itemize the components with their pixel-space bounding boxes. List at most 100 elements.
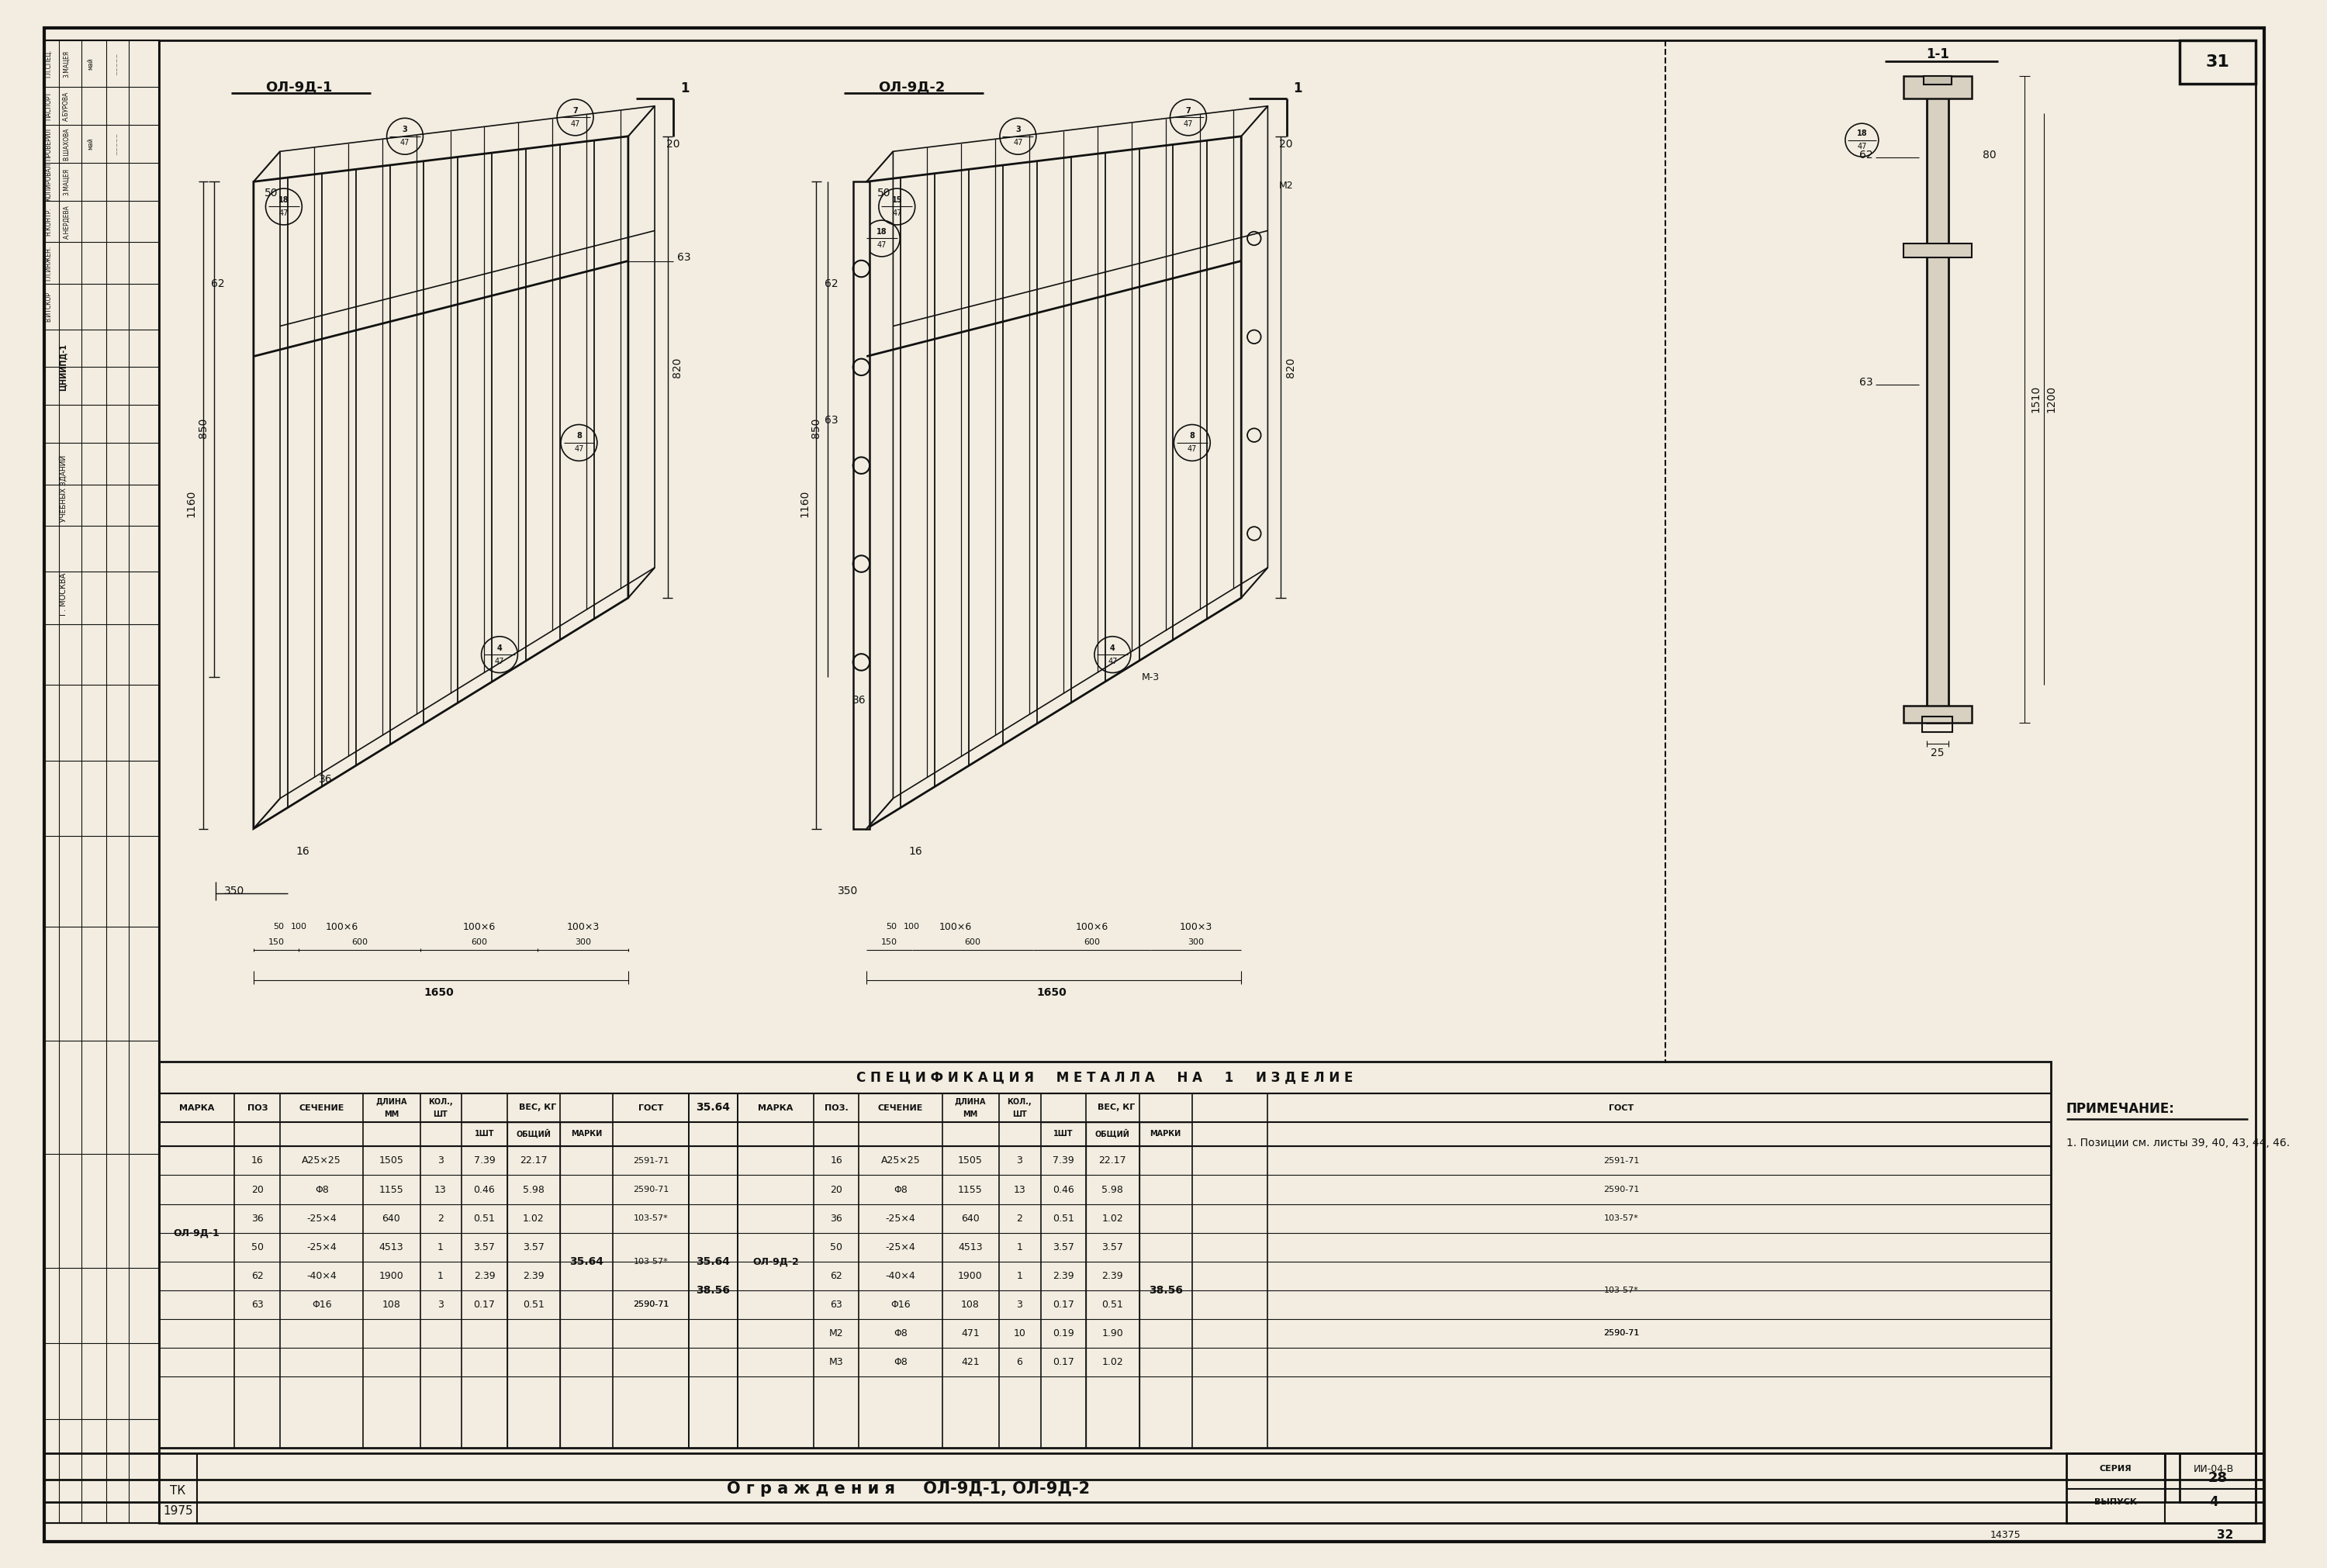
Text: 63: 63: [677, 252, 691, 263]
Text: 1200: 1200: [2045, 386, 2057, 412]
Text: 1.02: 1.02: [1101, 1356, 1124, 1367]
Text: ШТ: ШТ: [433, 1110, 447, 1118]
Text: 2590-71: 2590-71: [633, 1185, 668, 1193]
Text: ММ: ММ: [384, 1110, 398, 1118]
Text: ~~~~~: ~~~~~: [114, 52, 119, 75]
Text: ММ: ММ: [963, 1110, 977, 1118]
Text: 1: 1: [437, 1270, 444, 1281]
Text: ОЛ-9Д-1: ОЛ-9Д-1: [175, 1228, 221, 1237]
Text: 28: 28: [2208, 1471, 2227, 1485]
Text: 3: 3: [1017, 1300, 1022, 1309]
Text: 1ШТ: 1ШТ: [475, 1129, 493, 1137]
Text: 7: 7: [572, 107, 577, 114]
Bar: [854, 182, 870, 828]
Text: 38.56: 38.56: [696, 1284, 731, 1295]
Text: 47: 47: [1187, 445, 1196, 453]
Text: 850: 850: [198, 417, 209, 437]
Text: Φ16: Φ16: [312, 1300, 333, 1309]
Text: 1155: 1155: [379, 1184, 403, 1195]
Text: -25×4: -25×4: [887, 1214, 917, 1223]
Text: 1.02: 1.02: [1101, 1214, 1124, 1223]
Text: СЕРИЯ: СЕРИЯ: [2099, 1465, 2132, 1472]
Text: 7: 7: [1187, 107, 1191, 114]
Text: 50: 50: [272, 924, 284, 931]
Text: 2590-71: 2590-71: [633, 1301, 668, 1308]
Text: M2: M2: [1280, 180, 1294, 191]
Text: 150: 150: [268, 938, 284, 946]
Text: 50: 50: [265, 188, 277, 199]
Text: 1: 1: [1294, 82, 1303, 96]
Text: 47: 47: [570, 121, 579, 129]
Text: 50: 50: [251, 1242, 263, 1253]
Text: 100×6: 100×6: [326, 922, 358, 931]
Text: О г р а ж д е н и я     ОЛ-9Д-1, ОЛ-9Д-2: О г р а ж д е н и я ОЛ-9Д-1, ОЛ-9Д-2: [726, 1482, 1089, 1497]
Text: 3.МАЦЕЯ: 3.МАЦЕЯ: [63, 168, 70, 196]
Text: 1505: 1505: [379, 1156, 403, 1167]
Text: 62: 62: [831, 1270, 842, 1281]
Text: ШТ: ШТ: [1012, 1110, 1026, 1118]
Text: КОЛ.,: КОЛ.,: [1008, 1098, 1031, 1105]
Text: 1160: 1160: [186, 489, 198, 517]
Text: 421: 421: [961, 1356, 980, 1367]
Text: А.НЕРДЕВА: А.НЕРДЕВА: [63, 205, 70, 238]
Text: 62: 62: [824, 279, 838, 289]
Text: 100×6: 100×6: [463, 922, 496, 931]
Text: ОЛ-9Д-2: ОЛ-9Д-2: [880, 80, 945, 94]
Text: В.ИТСКОР: В.ИТСКОР: [44, 292, 51, 321]
Bar: [1903, 243, 1971, 257]
Bar: [1903, 706, 1971, 723]
Text: 2590-71: 2590-71: [633, 1301, 668, 1308]
Text: 1510: 1510: [2031, 386, 2041, 412]
Text: ДЛИНА: ДЛИНА: [954, 1098, 987, 1105]
Text: 20: 20: [666, 138, 679, 149]
Text: 36: 36: [831, 1214, 842, 1223]
Text: 2590-71: 2590-71: [1603, 1330, 1638, 1338]
Text: МАРКИ: МАРКИ: [1150, 1129, 1182, 1137]
Text: 8: 8: [577, 433, 582, 441]
Bar: [1922, 717, 1952, 732]
Text: 4: 4: [1110, 644, 1115, 652]
Text: 4513: 4513: [959, 1242, 982, 1253]
Text: 2.39: 2.39: [524, 1270, 545, 1281]
Text: 3: 3: [437, 1156, 444, 1167]
Text: 62: 62: [212, 279, 226, 289]
Text: 1650: 1650: [1038, 988, 1068, 999]
Text: Φ8: Φ8: [314, 1184, 328, 1195]
Text: 50: 50: [831, 1242, 842, 1253]
Text: ОБЩИЙ: ОБЩИЙ: [1096, 1129, 1131, 1138]
Text: 0.51: 0.51: [1101, 1300, 1124, 1309]
Text: 1-1: 1-1: [1927, 47, 1950, 61]
Text: 1: 1: [1017, 1270, 1022, 1281]
Text: 18: 18: [279, 196, 289, 204]
Text: 6: 6: [1017, 1356, 1022, 1367]
Text: 3: 3: [1015, 125, 1022, 133]
Text: 2.39: 2.39: [1103, 1270, 1124, 1281]
Text: ТК: ТК: [170, 1485, 186, 1496]
Text: 63: 63: [1859, 376, 1873, 387]
Text: 3.МАЦЕЯ: 3.МАЦЕЯ: [63, 50, 70, 77]
Text: ГОСТ: ГОСТ: [1608, 1104, 1634, 1112]
Bar: [1903, 75, 1971, 99]
Text: 80: 80: [1983, 151, 1997, 160]
Text: 103-57*: 103-57*: [1603, 1286, 1638, 1294]
Text: 2590-71: 2590-71: [1603, 1330, 1638, 1338]
Text: Φ8: Φ8: [894, 1328, 908, 1339]
Text: 2591-71: 2591-71: [1603, 1157, 1638, 1165]
Text: 36: 36: [852, 695, 866, 706]
Text: 1: 1: [679, 82, 689, 96]
Text: 103-57*: 103-57*: [1603, 1215, 1638, 1221]
Text: 1975: 1975: [163, 1505, 193, 1516]
Text: 63: 63: [251, 1300, 263, 1309]
Text: МАРКА: МАРКА: [179, 1104, 214, 1112]
Text: ПОЗ.: ПОЗ.: [824, 1104, 849, 1112]
Text: 7.39: 7.39: [1052, 1156, 1075, 1167]
Text: 108: 108: [961, 1300, 980, 1309]
Text: СЕЧЕНИЕ: СЕЧЕНИЕ: [300, 1104, 344, 1112]
Text: ОЛ-9Д-1: ОЛ-9Д-1: [265, 80, 333, 94]
Text: 47: 47: [1012, 140, 1024, 147]
Text: ГЛ.ИНЖЕН.: ГЛ.ИНЖЕН.: [44, 246, 51, 281]
Text: А.БУРОВА: А.БУРОВА: [63, 91, 70, 121]
Text: 100×6: 100×6: [1075, 922, 1108, 931]
Text: 600: 600: [963, 938, 980, 946]
Bar: [1927, 75, 1948, 723]
